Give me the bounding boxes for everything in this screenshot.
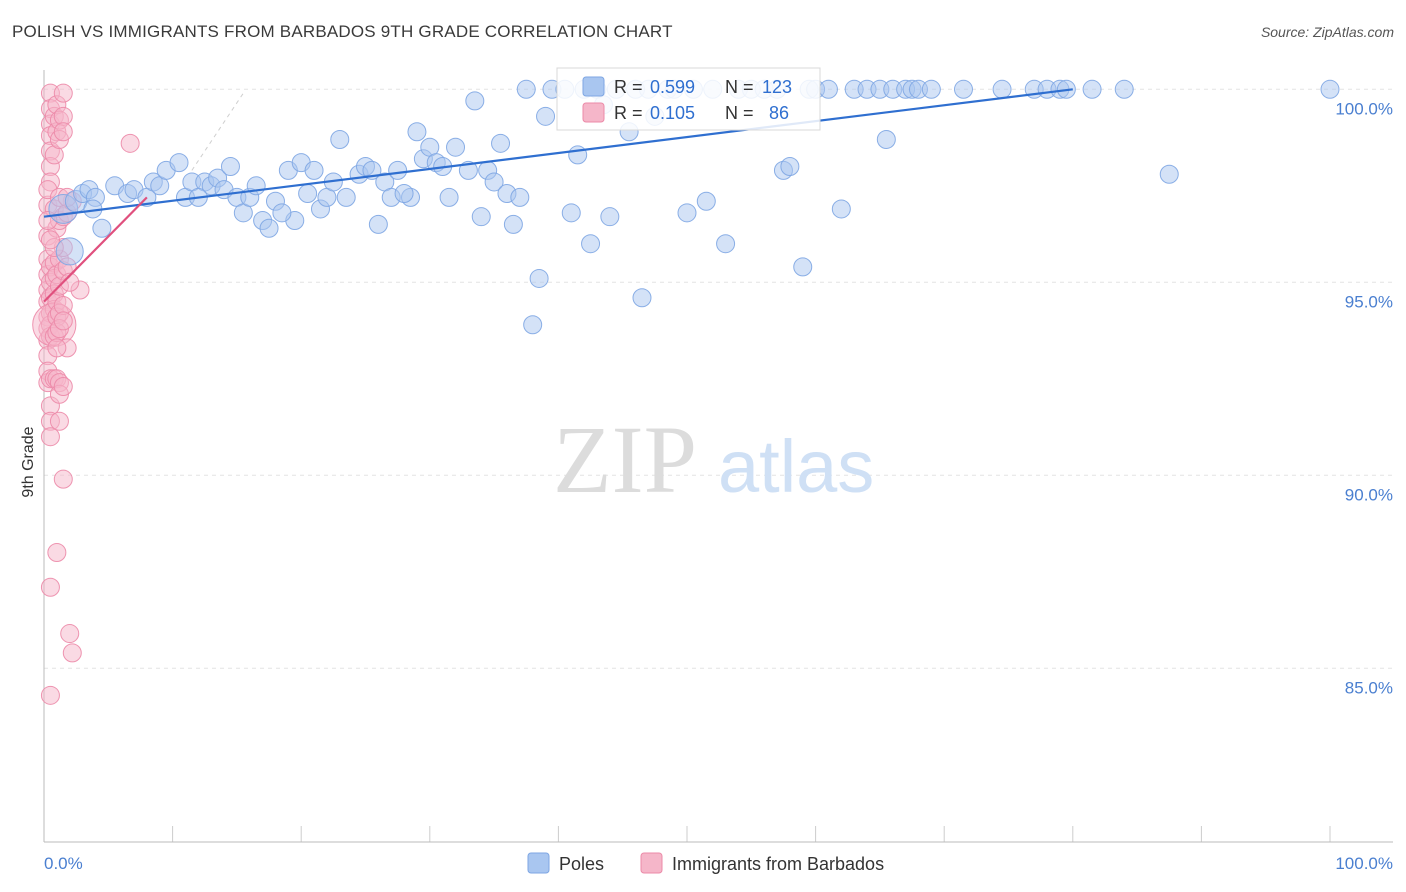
- poles-point: [510, 187, 530, 207]
- poles-point: [471, 207, 491, 227]
- poles-point: [921, 79, 941, 99]
- x-max-label: 100.0%: [1335, 854, 1393, 873]
- poles-point: [458, 160, 478, 180]
- watermark-zip: ZIP: [553, 406, 697, 513]
- watermark-atlas: atlas: [718, 425, 874, 508]
- barbados-trend-line: [43, 196, 148, 303]
- poles-point: [272, 203, 292, 223]
- poles-point: [561, 203, 581, 223]
- stats-r-value-barbados: 0.105: [650, 103, 695, 123]
- barbados-point: [53, 469, 73, 489]
- poles-point: [536, 106, 556, 126]
- barbados-point: [120, 133, 140, 153]
- stats-legend-swatch-barbados: [582, 102, 605, 123]
- bottom-legend-label-poles: Poles: [559, 854, 604, 874]
- barbados-point: [40, 427, 60, 447]
- poles-point: [394, 184, 414, 204]
- source-attribution: Source: ZipAtlas.com: [1260, 24, 1394, 40]
- stats-r-label-poles: R =: [614, 77, 643, 97]
- y-tick-labels: 85.0% 90.0% 95.0% 100.0%: [1335, 99, 1393, 697]
- poles-point: [259, 218, 279, 238]
- barbados-point: [62, 643, 82, 663]
- stats-legend-swatch-poles: [582, 76, 605, 97]
- poles-point: [780, 157, 800, 176]
- bottom-legend-swatch-barbados: [640, 852, 663, 874]
- poles-point: [818, 79, 838, 99]
- poles-point: [169, 153, 189, 173]
- poles-point: [336, 187, 356, 207]
- poles-point: [1159, 164, 1179, 184]
- gridlines: [44, 88, 1393, 669]
- poles-point: [388, 160, 408, 180]
- barbados-point: [40, 685, 60, 705]
- poles-point: [1082, 79, 1102, 99]
- x-axis-ticks: [43, 826, 1331, 842]
- poles-point: [581, 234, 601, 254]
- poles-point: [716, 234, 736, 254]
- barbados-point: [40, 577, 60, 597]
- poles-point: [831, 199, 851, 219]
- stats-n-value-barbados: 86: [769, 103, 789, 123]
- poles-point: [92, 218, 112, 238]
- poles-point: [407, 122, 427, 142]
- poles-point: [953, 79, 973, 99]
- poles-point: [568, 145, 588, 165]
- poles-point: [529, 268, 549, 288]
- barbados-point: [60, 272, 80, 292]
- stats-n-value-poles: 123: [762, 77, 792, 97]
- barbados-point: [53, 122, 73, 142]
- poles-point: [632, 288, 652, 308]
- chart-title: POLISH VS IMMIGRANTS FROM BARBADOS 9TH G…: [12, 22, 673, 41]
- poles-point: [696, 191, 716, 211]
- series-barbados-points: [32, 83, 140, 705]
- barbados-point: [60, 624, 80, 644]
- y-tick-label: 85.0%: [1345, 678, 1393, 697]
- poles-point: [876, 129, 896, 149]
- trend-lines: [43, 88, 1073, 303]
- poles-point: [55, 237, 84, 266]
- barbados-point: [53, 311, 73, 331]
- poles-trend-line: [43, 88, 1073, 218]
- stats-r-label-barbados: R =: [614, 103, 643, 123]
- poles-point: [600, 207, 620, 227]
- poles-point: [523, 315, 543, 335]
- stats-n-label-barbados: N =: [725, 103, 754, 123]
- poles-point: [484, 172, 504, 192]
- barbados-point: [47, 338, 67, 358]
- poles-point: [220, 157, 240, 176]
- barbados-point: [40, 230, 60, 250]
- poles-point: [677, 203, 697, 223]
- poles-point: [330, 129, 350, 149]
- y-axis-label: 9th Grade: [20, 426, 37, 497]
- poles-point: [1320, 79, 1340, 99]
- stats-r-value-poles: 0.599: [650, 77, 695, 97]
- poles-point: [793, 257, 813, 277]
- barbados-point: [53, 377, 73, 397]
- poles-point: [503, 214, 523, 234]
- poles-point: [439, 187, 459, 207]
- poles-point: [465, 91, 485, 111]
- poles-point: [1114, 79, 1134, 99]
- poles-point: [516, 79, 536, 99]
- barbados-point: [53, 83, 73, 103]
- poles-point: [491, 133, 511, 153]
- poles-point: [368, 214, 388, 234]
- bottom-legend-swatch-poles: [527, 852, 550, 874]
- barbados-point: [47, 543, 67, 562]
- y-tick-label: 95.0%: [1345, 292, 1393, 311]
- poles-point: [298, 184, 318, 204]
- poles-point: [304, 160, 324, 180]
- y-tick-label: 90.0%: [1345, 485, 1393, 504]
- x-min-label: 0.0%: [44, 854, 83, 873]
- stats-legend: R = 0.599 N = 123 R = 0.105 N = 86: [556, 67, 821, 131]
- bottom-legend-label-barbados: Immigrants from Barbados: [672, 854, 884, 874]
- stats-n-label-poles: N =: [725, 77, 754, 97]
- barbados-point: [49, 411, 69, 431]
- poles-point: [992, 79, 1012, 99]
- bottom-legend: Poles Immigrants from Barbados: [527, 852, 884, 874]
- poles-point: [446, 137, 466, 157]
- y-tick-label: 100.0%: [1335, 99, 1393, 118]
